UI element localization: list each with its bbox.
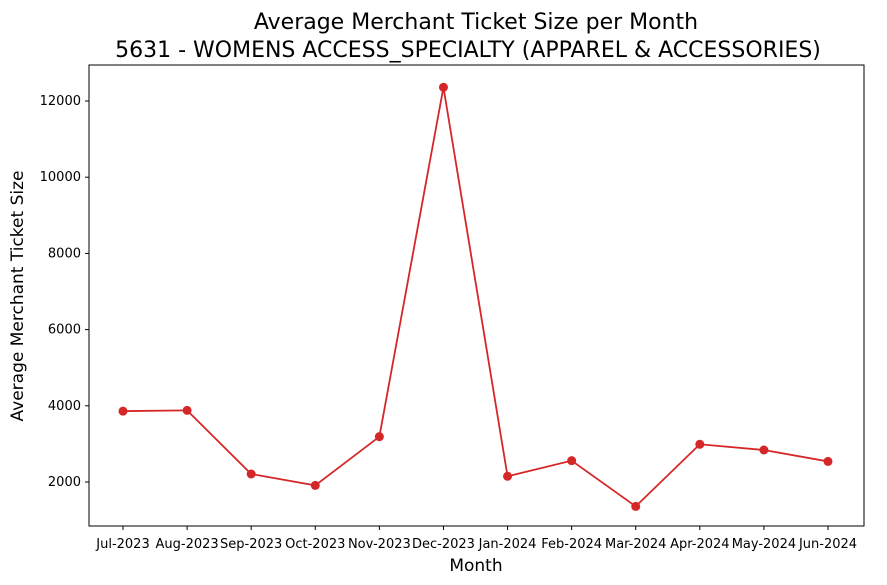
data-point-nov-2023 — [374, 432, 384, 442]
y-tick-label: 10000 — [40, 170, 81, 185]
data-point-feb-2024 — [567, 456, 577, 466]
data-point-aug-2023 — [182, 405, 192, 415]
y-tick-label: 4000 — [48, 399, 81, 414]
chart-title: Average Merchant Ticket Size per Month — [254, 10, 698, 35]
x-tick-label: Jan-2024 — [478, 537, 537, 552]
x-axis-label: Month — [449, 556, 502, 576]
data-point-may-2024 — [759, 445, 769, 455]
x-tick-label: Jun-2024 — [798, 537, 857, 552]
y-tick-label: 6000 — [48, 323, 81, 338]
data-point-jul-2023 — [118, 406, 128, 416]
x-tick-label: Oct-2023 — [285, 537, 345, 552]
x-tick-label: Sep-2023 — [220, 537, 282, 552]
x-tick-label: Apr-2024 — [670, 537, 729, 552]
x-axis-ticks: Jul-2023 Aug-2023 Sep-2023 Oct-2023 Nov-2023… — [95, 526, 857, 552]
x-tick-label: Feb-2024 — [541, 537, 602, 552]
y-tick-label: 8000 — [48, 246, 81, 261]
x-tick-label: Nov-2023 — [348, 537, 411, 552]
y-axis-label: Average Merchant Ticket Size — [8, 171, 28, 422]
x-tick-label: Jul-2023 — [95, 537, 149, 552]
series-points — [118, 82, 833, 511]
x-tick-label: Dec-2023 — [412, 537, 475, 552]
y-tick-label: 2000 — [48, 475, 81, 490]
data-point-dec-2023 — [438, 82, 448, 92]
x-tick-label: Aug-2023 — [156, 537, 219, 552]
plot-frame — [88, 64, 865, 527]
data-point-jun-2024 — [823, 456, 833, 466]
data-point-apr-2024 — [695, 439, 705, 449]
data-point-oct-2023 — [310, 480, 320, 490]
chart-subtitle: 5631 - WOMENS ACCESS_SPECIALTY (APPAREL … — [115, 38, 821, 63]
y-tick-label: 12000 — [40, 94, 81, 109]
x-tick-label: Mar-2024 — [605, 537, 666, 552]
data-point-sep-2023 — [246, 469, 256, 479]
series-line — [122, 87, 829, 508]
data-point-jan-2024 — [503, 471, 513, 481]
x-tick-label: May-2024 — [732, 537, 796, 552]
y-axis-ticks: 2000 4000 6000 8000 10000 12000 — [40, 94, 89, 490]
data-point-mar-2024 — [631, 501, 641, 511]
